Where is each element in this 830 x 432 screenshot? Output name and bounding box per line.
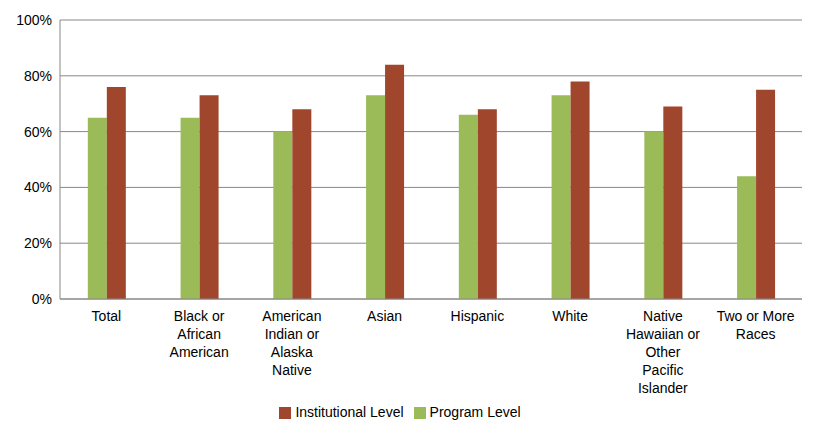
svg-text:AmericanIndian orAlaskaNative: AmericanIndian orAlaskaNative (262, 308, 321, 378)
svg-text:Total: Total (92, 308, 122, 324)
svg-text:Hispanic: Hispanic (451, 308, 505, 324)
svg-text:NativeHawaiian orOtherPacificI: NativeHawaiian orOtherPacificIslander (626, 308, 700, 396)
svg-text:Black orAfricanAmerican: Black orAfricanAmerican (170, 308, 229, 360)
svg-text:Two or MoreRaces: Two or MoreRaces (717, 308, 795, 342)
svg-text:60%: 60% (24, 124, 52, 140)
svg-text:100%: 100% (16, 12, 52, 28)
html-text:Institutional Level: Institutional Level (295, 404, 404, 420)
svg-text:Asian: Asian (367, 308, 402, 324)
svg-text:40%: 40% (24, 179, 52, 195)
svg-text:80%: 80% (24, 68, 52, 84)
svg-text:White: White (552, 308, 588, 324)
svg-text:20%: 20% (24, 235, 52, 251)
svg-text:0%: 0% (32, 291, 52, 307)
html-text:Program Level: Program Level (429, 404, 521, 420)
